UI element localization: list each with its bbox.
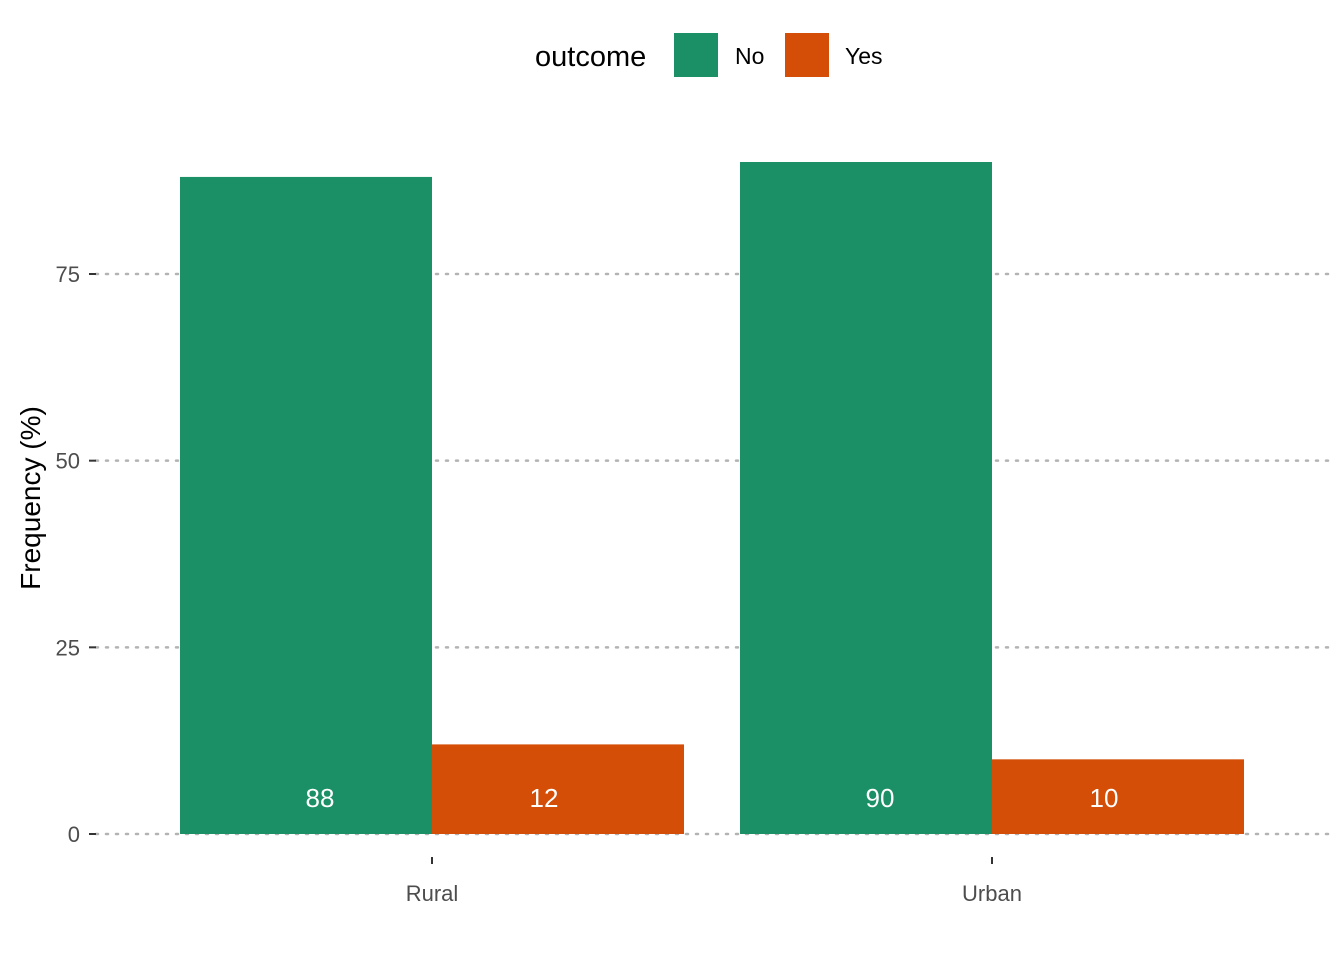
bar	[992, 759, 1244, 834]
y-tick-label: 0	[68, 822, 80, 847]
y-axis-title: Frequency (%)	[15, 406, 46, 590]
bar-value-label: 88	[306, 783, 335, 813]
bar	[432, 744, 684, 834]
legend-title: outcome	[535, 41, 646, 73]
y-tick-label: 25	[56, 635, 80, 660]
labels-layer: 88 12 90 10	[306, 783, 1119, 813]
legend: outcome No Yes	[535, 33, 883, 77]
bar-value-label: 10	[1090, 783, 1119, 813]
axis-layer: 0 25 50 75 Rural Urban	[56, 262, 1022, 906]
legend-swatch	[674, 33, 718, 77]
legend-swatch	[785, 33, 829, 77]
bar-value-label: 90	[866, 783, 895, 813]
x-tick-label: Rural	[406, 881, 459, 906]
bar-value-label: 12	[530, 783, 559, 813]
bar	[740, 162, 992, 834]
x-tick-label: Urban	[962, 881, 1022, 906]
y-tick-label: 75	[56, 262, 80, 287]
legend-label: No	[735, 43, 764, 69]
bar	[180, 176, 432, 834]
y-tick-label: 50	[56, 449, 80, 474]
bars-layer	[180, 162, 1244, 834]
legend-label: Yes	[845, 43, 883, 69]
